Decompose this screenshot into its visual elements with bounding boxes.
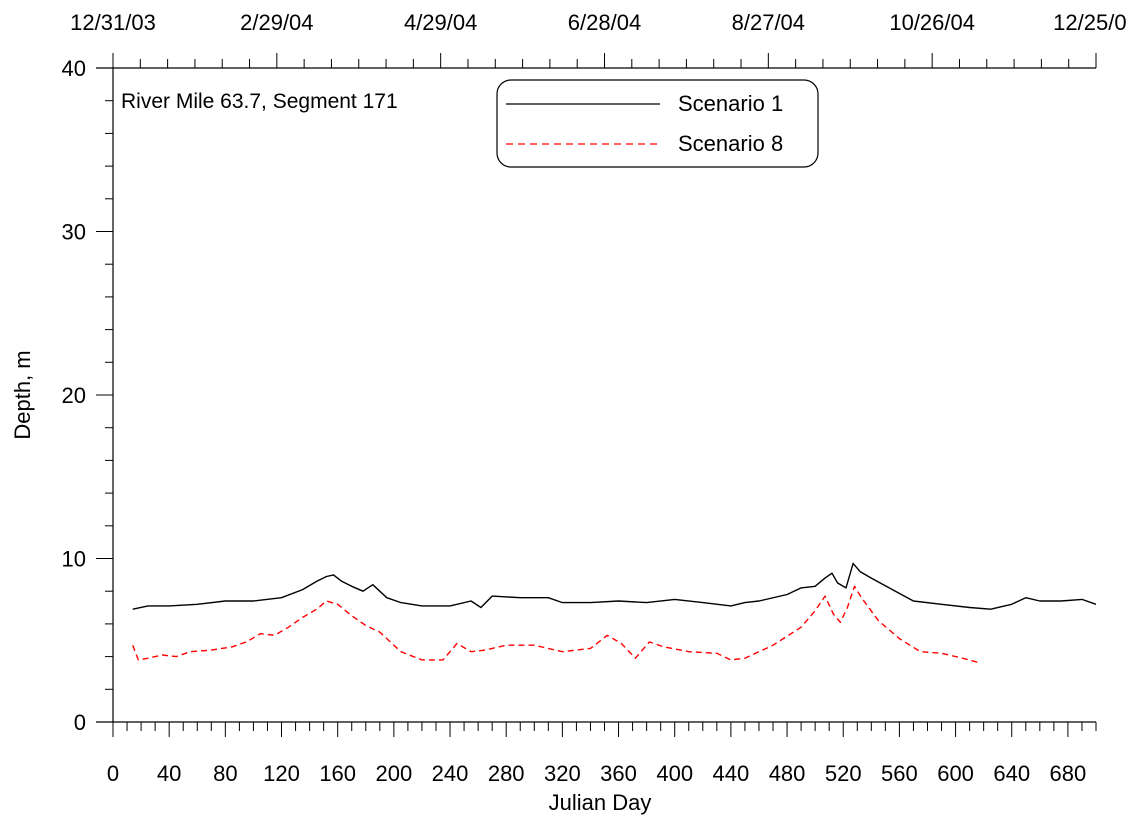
x-tick-label: 640 — [993, 761, 1030, 786]
x-tick-label: 440 — [713, 761, 750, 786]
top-axis-labels: 12/31/03 2/29/04 4/29/04 6/28/04 8/27/04 10/2… — [70, 10, 1126, 35]
y-tick-label: 10 — [62, 547, 86, 572]
x-tick-label: 160 — [319, 761, 356, 786]
top-date-label: 12/25/04 — [1053, 10, 1126, 35]
chart-annotation: River Mile 63.7, Segment 171 — [121, 90, 398, 113]
x-tick-label: 200 — [375, 761, 412, 786]
legend: Scenario 1 Scenario 8 — [496, 79, 819, 168]
top-date-label: 10/26/04 — [889, 10, 975, 35]
x-tick-label: 120 — [263, 761, 300, 786]
x-axis-title: Julian Day — [549, 790, 652, 815]
y-axis-title: Depth, m — [10, 350, 35, 439]
top-date-label: 6/28/04 — [568, 10, 641, 35]
x-tick-label: 520 — [825, 761, 862, 786]
y-tick-label: 0 — [74, 710, 86, 735]
x-axis-labels: 0 40 80 120 160 200 240 280 320 360 400 440 480 520 56… — [107, 761, 1086, 786]
x-tick-label: 80 — [213, 761, 237, 786]
legend-box — [496, 79, 819, 168]
x-tick-label: 240 — [432, 761, 469, 786]
x-tick-label: 320 — [544, 761, 581, 786]
y-tick-label: 40 — [62, 56, 86, 81]
top-date-label: 4/29/04 — [404, 10, 477, 35]
top-axis-ticks — [112, 53, 1097, 68]
x-tick-label: 560 — [881, 761, 918, 786]
top-date-label: 2/29/04 — [240, 10, 313, 35]
top-date-label: 12/31/03 — [70, 10, 156, 35]
x-tick-label: 400 — [656, 761, 693, 786]
x-axis-ticks — [112, 722, 1097, 737]
series-line-scenario-8 — [132, 585, 981, 664]
series-line-scenario-1 — [132, 562, 1097, 610]
y-axis-labels: 0 10 20 30 40 — [62, 56, 86, 735]
legend-label-scenario-8: Scenario 8 — [678, 131, 783, 156]
top-date-label: 8/27/04 — [732, 10, 805, 35]
legend-label-scenario-1: Scenario 1 — [678, 91, 783, 116]
x-tick-label: 40 — [157, 761, 181, 786]
y-axis-ticks — [96, 67, 113, 723]
y-tick-label: 30 — [62, 220, 86, 245]
x-tick-label: 480 — [769, 761, 806, 786]
x-tick-label: 280 — [488, 761, 525, 786]
y-tick-label: 20 — [62, 383, 86, 408]
x-tick-label: 0 — [107, 761, 119, 786]
x-tick-label: 600 — [937, 761, 974, 786]
series-layer — [132, 562, 1097, 664]
x-tick-label: 360 — [600, 761, 637, 786]
x-tick-label: 680 — [1050, 761, 1087, 786]
